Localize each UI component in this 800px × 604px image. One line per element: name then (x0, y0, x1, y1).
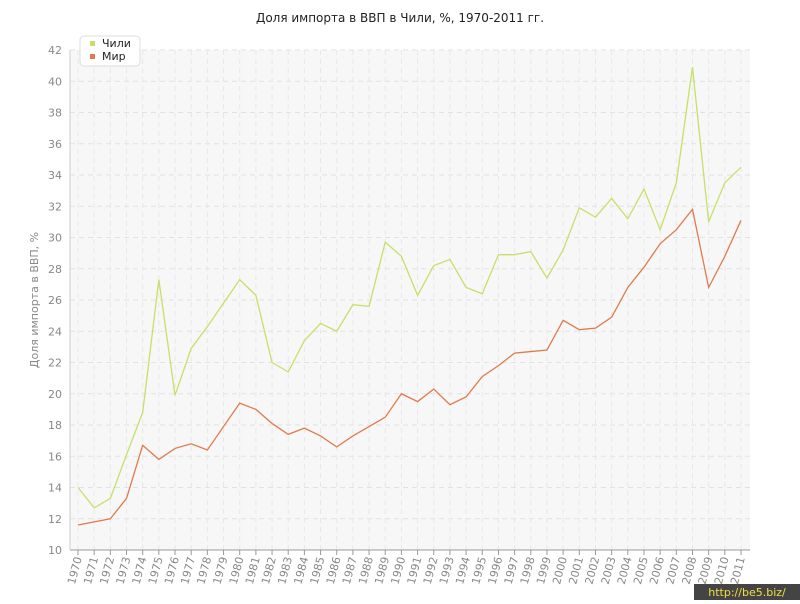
y-tick-label: 14 (48, 482, 62, 495)
chart-title: Доля импорта в ВВП в Чили, %, 1970-2011 … (256, 11, 544, 25)
y-tick-label: 16 (48, 450, 62, 463)
watermark-bg (694, 584, 800, 600)
y-tick-label: 10 (48, 544, 62, 557)
legend-label: Мир (102, 50, 126, 63)
y-tick-label: 36 (48, 138, 62, 151)
y-tick-label: 30 (48, 232, 62, 245)
watermark: http://be5.biz/ (708, 586, 786, 599)
series-line (77, 67, 742, 509)
y-tick-label: 40 (48, 75, 62, 88)
y-tick-label: 12 (48, 513, 62, 526)
y-tick-label: 22 (48, 357, 62, 370)
y-axis-label: Доля импорта в ВВП, % (28, 232, 41, 368)
legend-swatch (90, 41, 95, 46)
y-tick-label: 32 (48, 200, 62, 213)
y-tick-label: 34 (48, 169, 62, 182)
series-line (77, 207, 742, 526)
y-tick-label: 20 (48, 388, 62, 401)
y-tick-label: 26 (48, 294, 62, 307)
y-tick-label: 24 (48, 325, 62, 338)
y-tick-label: 28 (48, 263, 62, 276)
legend-swatch (90, 54, 95, 59)
y-tick-label: 42 (48, 44, 62, 57)
y-tick-label: 38 (48, 107, 62, 120)
y-tick-label: 18 (48, 419, 62, 432)
legend-label: Чили (102, 37, 131, 50)
plot-area (70, 50, 750, 550)
